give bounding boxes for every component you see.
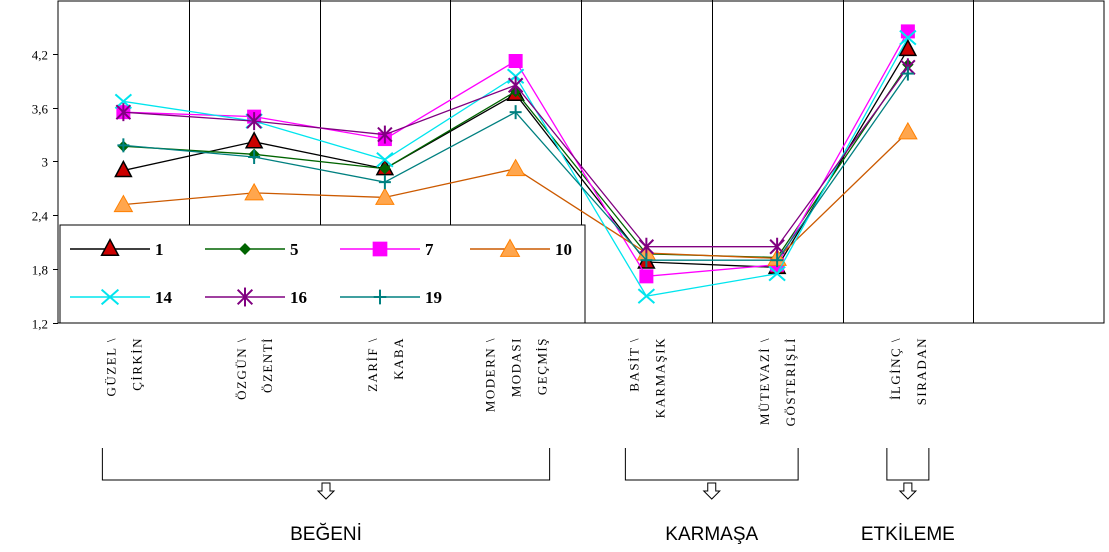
category-label: BASİT \ [626, 337, 641, 392]
marker-triangle [898, 38, 918, 57]
y-axis: 4,2 3,6 3 2,4 1,8 1,2 [32, 48, 58, 332]
category-label: ZARİF \ [365, 337, 380, 392]
group-label: KARMAŞA [665, 524, 758, 545]
category-label: ÖZGÜN \ [234, 337, 249, 400]
legend: 1 5 7 10 14 16 19 [59, 224, 586, 324]
y-tick-label: 1,8 [32, 263, 48, 278]
down-arrow-icon [316, 482, 336, 500]
y-tick-label: 2,4 [32, 209, 49, 224]
legend-box [59, 224, 586, 324]
category-label: GÜZEL \ [103, 337, 118, 396]
category-label: İLGİNÇ \ [888, 337, 903, 400]
group-1: KARMAŞA [624, 448, 799, 545]
marker-square [372, 241, 388, 257]
marker-triangle [244, 131, 264, 149]
category-label: GEÇMİŞ [535, 337, 550, 395]
marker-triangle [114, 159, 133, 178]
marker-x [100, 288, 120, 306]
category-label: SIRADAN [914, 337, 929, 405]
marker-triangle [898, 121, 918, 140]
marker-triangle [499, 238, 521, 257]
group-2: ETKİLEME [861, 448, 955, 545]
category-label: MODASI [509, 337, 524, 397]
group-label: ETKİLEME [861, 524, 955, 545]
legend-entry-14: 14 [70, 288, 173, 307]
y-tick-label: 3 [42, 155, 49, 170]
legend-label: 14 [155, 288, 173, 307]
legend-label: 1 [155, 240, 164, 259]
down-arrow-icon [702, 482, 721, 500]
marker-triangle [505, 158, 526, 177]
legend-entry-16: 16 [205, 287, 307, 307]
group-label: BEĞENİ [290, 523, 362, 545]
series-19 [117, 66, 914, 268]
legend-label: 7 [425, 240, 434, 259]
marker-triangle [113, 194, 134, 213]
legend-entry-5: 5 [205, 240, 299, 259]
category-label: KABA [391, 337, 406, 380]
group-bracket [886, 448, 930, 481]
category-label: ÇİRKİN [129, 337, 144, 391]
marker-x [899, 29, 917, 46]
category-label: KARMAŞIK [652, 337, 667, 418]
y-tick-label: 4,2 [32, 48, 48, 63]
marker-diamond [379, 162, 391, 175]
y-tick-label: 1,2 [32, 317, 48, 332]
legend-label: 10 [555, 240, 572, 259]
group-brackets: BEĞENİ KARMAŞA ETKİLEME [101, 448, 955, 545]
legend-label: 19 [425, 288, 442, 307]
category-label: ÖZENTİ [260, 337, 275, 393]
legend-label: 5 [290, 240, 299, 259]
marker-triangle [100, 237, 120, 257]
legend-label: 16 [290, 288, 307, 307]
category-label: MODERN \ [483, 337, 498, 412]
category-label: MÜTEVAZİ \ [757, 337, 772, 425]
down-arrow-icon [898, 482, 918, 500]
series-16 [115, 58, 916, 256]
series-lines [113, 24, 918, 304]
marker-triangle [375, 187, 395, 205]
group-bracket [101, 448, 551, 481]
marker-square [900, 24, 915, 39]
marker-diamond [239, 243, 251, 255]
category-label: GÖSTERİŞLİ [783, 337, 798, 426]
legend-entry-10: 10 [470, 238, 572, 259]
group-bracket [624, 448, 799, 481]
legend-entry-7: 7 [340, 240, 434, 259]
category-labels: GÜZEL \ ÇİRKİN ÖZGÜN \ ÖZENTİ ZARİF \ KABA MOD… [103, 337, 929, 426]
legend-entry-19: 19 [340, 288, 442, 307]
legend-entry-1: 1 [70, 237, 164, 259]
marker-x [768, 265, 786, 282]
group-0: BEĞENİ [101, 448, 551, 545]
marker-square [639, 269, 654, 284]
marker-square [508, 54, 523, 69]
marker-x [637, 288, 656, 304]
marker-triangle [244, 182, 264, 201]
y-tick-label: 3,6 [32, 102, 49, 117]
marker-x [376, 151, 394, 168]
